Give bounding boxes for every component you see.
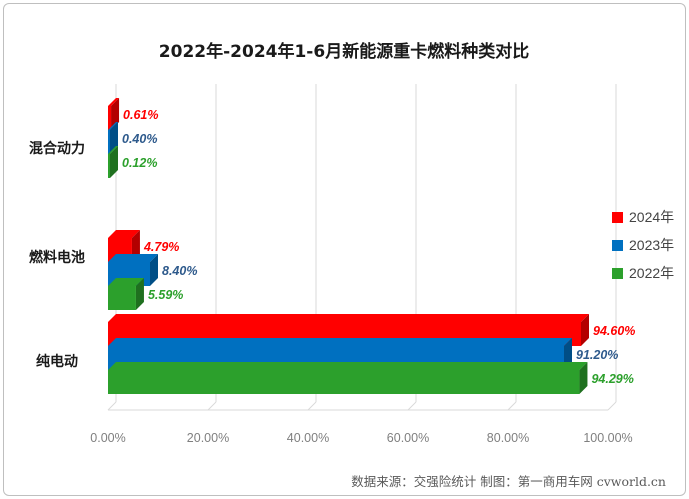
legend-item: 2022年 xyxy=(612,265,674,281)
legend-label: 2023年 xyxy=(629,237,674,253)
data-label: 0.61% xyxy=(123,108,158,122)
legend-label: 2022年 xyxy=(629,265,674,281)
x-tick-label: 100.00% xyxy=(583,431,632,445)
bar-top-face xyxy=(108,254,158,262)
gridline-floor xyxy=(207,401,217,411)
bar-top-face xyxy=(108,362,588,370)
gridline-floor xyxy=(407,401,417,411)
bar-side-face xyxy=(150,254,158,286)
gridline-floor xyxy=(107,401,117,411)
bar-top-face xyxy=(108,278,144,286)
bar-top-face xyxy=(108,146,118,154)
legend: 2024年 2023年 2022年 xyxy=(612,209,674,281)
category-label: 燃料电池 xyxy=(29,249,85,266)
bar-side-face xyxy=(579,362,588,394)
x-tick-label: 60.00% xyxy=(387,431,429,445)
data-label: 94.60% xyxy=(593,324,635,338)
gridline-floor xyxy=(607,401,617,411)
bar-front-face xyxy=(108,106,112,130)
data-label: 0.40% xyxy=(122,132,157,146)
data-label: 8.40% xyxy=(162,264,197,278)
data-label: 94.29% xyxy=(591,372,633,386)
bar-top-face xyxy=(108,314,589,322)
gridline-floor xyxy=(507,401,517,411)
data-label: 5.59% xyxy=(148,288,183,302)
bar xyxy=(108,278,144,310)
category-label: 纯电动 xyxy=(36,353,78,370)
bar xyxy=(108,146,118,178)
data-label: 91.20% xyxy=(576,348,618,362)
bar-side-face xyxy=(110,146,118,178)
legend-item: 2023年 xyxy=(612,237,674,253)
legend-swatch xyxy=(612,268,623,279)
data-label: 0.12% xyxy=(122,156,157,170)
bar-side-face xyxy=(581,314,589,346)
category-label: 混合动力 xyxy=(29,140,85,157)
legend-swatch xyxy=(612,240,623,251)
bar-side-face xyxy=(135,278,144,310)
x-tick-label: 0.00% xyxy=(90,431,125,445)
legend-label: 2024年 xyxy=(629,209,674,225)
legend-item: 2024年 xyxy=(612,209,674,225)
bar-front-face xyxy=(108,154,110,178)
bar-top-face xyxy=(108,98,120,106)
bars-layer xyxy=(108,98,589,394)
bar-front-face xyxy=(108,370,580,394)
bar-top-face xyxy=(108,338,572,346)
x-tick-label: 20.00% xyxy=(187,431,229,445)
x-tick-label: 40.00% xyxy=(287,431,329,445)
data-label: 4.79% xyxy=(143,240,179,254)
bar-top-face xyxy=(108,230,140,238)
source-note: 数据来源：交强险统计 制图：第一商用车网 cvworld.cn xyxy=(351,474,666,489)
bar-front-face xyxy=(108,286,136,310)
legend-swatch xyxy=(612,212,623,223)
labels-layer: 混合动力 0.61% 0.40% 0.12% 燃料电池 4.79% 8.40% 5.59% 纯电… xyxy=(29,108,635,386)
bar-top-face xyxy=(108,122,118,130)
bar-front-face xyxy=(108,130,110,154)
x-tick-label: 80.00% xyxy=(487,431,529,445)
chart-title: 2022年-2024年1-6月新能源重卡燃料种类对比 xyxy=(159,41,529,62)
bar xyxy=(108,362,588,394)
gridline-floor xyxy=(307,401,317,411)
